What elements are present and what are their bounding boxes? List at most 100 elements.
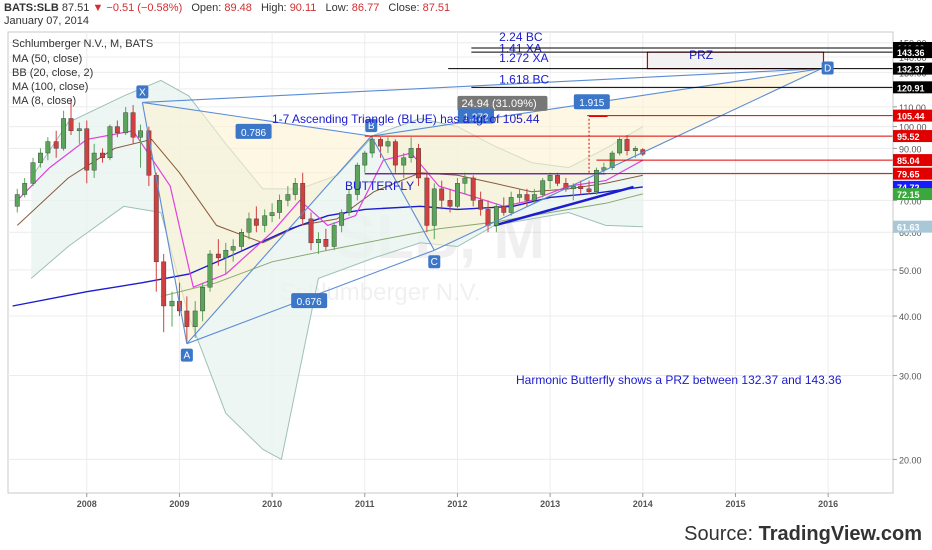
point-tag-label: C [431,257,438,268]
measure-box-label: 24.94 (31.09%) [461,98,536,110]
candle-body [61,118,67,149]
high-value: 90.11 [289,2,317,14]
candle-body [130,112,136,138]
candle-body [594,169,599,192]
candle-body [22,183,28,195]
candle-body [447,200,453,207]
candle-body [531,194,537,201]
last-price: 87.51 [61,2,90,14]
y-tick-label: 60.00 [899,228,922,238]
symbol-name[interactable]: BATS:SLB [4,2,59,14]
candle-body [524,194,530,201]
ratio-tag-label: 1.272 [463,112,488,123]
price-tag [893,130,932,143]
point-tag [180,348,193,362]
x-tick-label: 2009 [169,499,189,509]
fib-label: 1.272 XA [499,51,548,65]
price-tag [893,220,932,233]
x-tick-label: 2010 [262,499,282,509]
ma100-line [160,193,643,297]
prz-box [646,51,825,70]
close-value: 87.51 [422,2,451,14]
price-tag-label: 79.65 [897,170,920,180]
candle-body [392,141,398,166]
price-tag [893,188,932,201]
bar-date: January 07, 2014 [4,15,90,27]
ratio-tag-label: 0.676 [297,297,322,308]
candle-body [53,141,59,149]
price-tag-label: 74.72 [897,183,920,193]
candle-body [339,212,345,226]
candle-body [277,200,282,213]
triangle-bottom-line [494,185,634,227]
price-tag [893,46,932,59]
candle-body [285,194,291,201]
legend-study: MA (100, close) [12,81,88,93]
candle-body [323,239,329,247]
candle-body [38,152,43,163]
harmonic-annotation: Harmonic Butterfly shows a PRZ between 1… [516,373,842,387]
symbol-header: BATS:SLB 87.51 ▼ −0.51 (−0.58%) Open: 89… [4,2,450,14]
candle-body [617,139,623,154]
price-tag-label: 105.44 [897,112,925,122]
point-tag [821,61,834,75]
pattern-leg [186,135,372,345]
candle-body [493,206,499,226]
candle-body [200,286,206,312]
candle-body [378,139,383,147]
candle-body [408,148,414,158]
point-tag-label: B [368,121,375,132]
butterfly-annotation: BUTTERFLY [345,179,414,193]
candle-body [91,152,97,171]
candle-body [517,194,522,198]
y-tick-label: 100.00 [899,123,927,133]
candle-body [114,126,120,134]
open-label: Open: [191,2,222,14]
candle-body [138,130,143,138]
candle-body [184,310,190,327]
price-tag [893,81,932,94]
candle-body [292,183,298,195]
x-tick-label: 2008 [77,499,97,509]
y-tick-label: 90.00 [899,144,922,154]
ratio-tag [235,123,272,139]
prz-label: PRZ [689,48,713,62]
candle-body [123,112,129,134]
price-tag-label: 120.91 [897,83,925,93]
legend-study: MA (50, close) [12,53,82,65]
source-credit: Source: TradingView.com [684,523,922,546]
candle-body [431,188,437,226]
candle-body [300,183,306,220]
price-tag-label: 72.15 [897,190,920,200]
price-tag-label: 95.52 [897,132,920,142]
measure-box [457,95,548,111]
candle-body [369,139,375,154]
candle-body [253,218,259,226]
candle-body [570,185,576,190]
point-tag [365,119,378,133]
price-tag [893,109,932,122]
point-tag-label: X [139,87,146,98]
candle-body [385,141,391,147]
point-tag-label: D [824,64,831,75]
pattern-fill-bcd [371,68,822,251]
x-tick-label: 2013 [540,499,560,509]
ratio-tag [457,108,494,124]
candle-body [508,197,514,213]
ratio-tag [291,293,328,309]
triangle-annotation: 1-7 Ascending Triangle (BLUE) has a tgt … [272,112,540,126]
candle-body [485,209,491,226]
pattern-leg [370,135,435,251]
candle-body [632,148,638,151]
legend-study: MA (8, close) [12,95,76,107]
candle-body [586,188,592,192]
price-tag-label: 85.04 [897,156,920,166]
low-value: 86.77 [351,2,380,14]
price-tag [893,167,932,180]
source-brand[interactable]: TradingView.com [758,523,922,545]
pattern-leg [142,68,822,103]
bb-lower-line [30,205,643,461]
price-tag [893,62,932,75]
fib-label: 1.618 BC [499,72,549,86]
